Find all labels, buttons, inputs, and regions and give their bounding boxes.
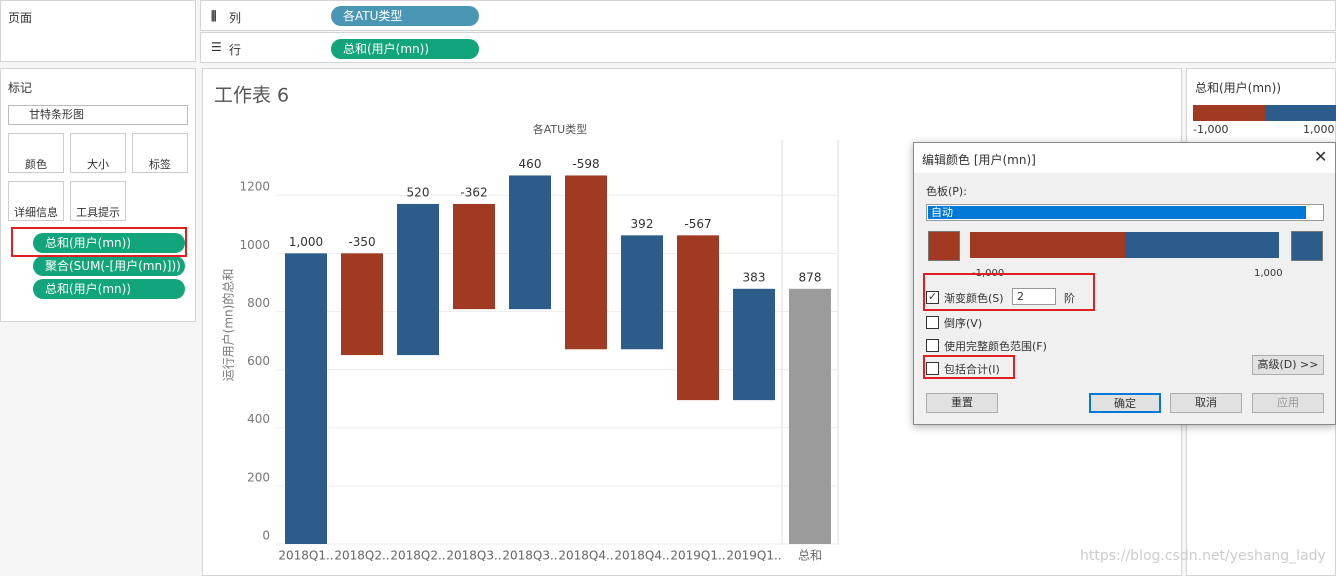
edit-color-dialog: 编辑颜色 [用户(mn)] ✕ 色板(P): 自动 -1,000 1,000 ✓…: [913, 142, 1336, 425]
columns-pill[interactable]: 各ATU类型: [331, 6, 479, 26]
color-button[interactable]: 颜色: [8, 133, 64, 173]
bar: [733, 288, 775, 401]
stepped-checkbox[interactable]: ✓: [926, 290, 939, 304]
color-pill[interactable]: 总和(用户(mn)): [33, 233, 185, 253]
label-button[interactable]: 标签: [132, 133, 188, 173]
bar: [397, 203, 439, 356]
advanced-button[interactable]: 高级(D) >>: [1252, 355, 1324, 375]
highlight-box: [11, 227, 187, 257]
rows-shelf: ☰ 行 总和(用户(mn)): [200, 32, 1336, 63]
steps-input[interactable]: 2: [1012, 288, 1056, 305]
include-totals-label: 包括合计(I): [944, 363, 1000, 376]
highlight-box: [923, 355, 1015, 379]
rows-label: 行: [229, 43, 242, 57]
marks-card: 标记 甘特条形图 颜色 大小 标签 详细信息 工具提示 总和(用户(mn)) 聚…: [0, 68, 196, 322]
data-label: 383: [743, 270, 766, 284]
palette-select[interactable]: 自动: [926, 204, 1324, 221]
bar: [509, 175, 551, 310]
steps-unit: 阶: [1064, 292, 1075, 305]
highlight-box: [923, 273, 1095, 311]
include-totals-checkbox[interactable]: [926, 362, 939, 375]
size-pill[interactable]: 聚合(SUM(-[用户(mn)])): [33, 256, 185, 276]
start-color[interactable]: [928, 231, 960, 261]
x-axis-title: 各ATU类型: [533, 122, 587, 136]
data-label: 520: [407, 185, 430, 199]
full-range-label: 使用完整颜色范围(F): [944, 340, 1047, 353]
data-label: -350: [348, 235, 375, 249]
apply-button[interactable]: 应用: [1252, 393, 1324, 413]
x-tick-label: 2018Q2..: [334, 549, 389, 563]
close-button[interactable]: ✕: [1314, 147, 1328, 166]
columns-shelf: ⫼ 列 各ATU类型: [200, 0, 1336, 31]
reverse-checkbox[interactable]: [926, 316, 939, 329]
x-tick-label: 2018Q3..: [502, 549, 557, 563]
size-button[interactable]: 大小: [70, 133, 126, 173]
stepped-label: 渐变颜色(S): [944, 292, 1004, 305]
y-axis-title: 运行用户(mn)的总和: [221, 269, 236, 382]
data-label: -362: [460, 185, 487, 199]
data-label: 878: [799, 270, 822, 284]
bar: [677, 235, 719, 401]
reverse-label: 倒序(V): [944, 317, 983, 330]
legend-title: 总和(用户(mn)): [1195, 81, 1282, 95]
full-range-checkbox[interactable]: [926, 339, 939, 352]
pages-panel: 页面: [0, 0, 196, 62]
bar: [285, 253, 327, 544]
columns-label: 列: [229, 11, 242, 25]
data-label: -567: [684, 217, 711, 231]
palette-label: 色板(P):: [926, 185, 967, 198]
detail-button[interactable]: 详细信息: [8, 181, 64, 221]
x-tick-label: 2018Q4..: [614, 549, 669, 563]
bar: [621, 235, 663, 350]
legend-min: -1,000: [1193, 123, 1229, 136]
y-tick-label: 400: [247, 412, 270, 426]
mark-type-select[interactable]: 甘特条形图: [8, 105, 188, 125]
label-pill[interactable]: 总和(用户(mn)): [33, 279, 185, 299]
reset-button[interactable]: 重置: [926, 393, 998, 413]
x-tick-label: 总和: [798, 549, 822, 563]
end-color[interactable]: [1291, 231, 1323, 261]
tooltip-button[interactable]: 工具提示: [70, 181, 126, 221]
rows-pill[interactable]: 总和(用户(mn)): [331, 39, 479, 59]
y-tick-label: 1000: [239, 238, 270, 252]
x-tick-label: 2018Q3..: [446, 549, 501, 563]
y-tick-label: 800: [247, 296, 270, 310]
x-tick-label: 2019Q1..: [670, 549, 725, 563]
bar: [565, 175, 607, 350]
x-tick-label: 2018Q1..: [278, 549, 333, 563]
watermark: https://blog.csdn.net/yeshang_lady: [1080, 548, 1326, 564]
chart-title: 工作表 6: [214, 85, 289, 107]
cancel-button[interactable]: 取消: [1170, 393, 1242, 413]
bar: [453, 203, 495, 310]
legend-max: 1,000: [1303, 123, 1335, 136]
total-bar: [789, 288, 831, 544]
x-tick-label: 2018Q4..: [558, 549, 613, 563]
palette-value: 自动: [928, 206, 1306, 219]
y-tick-label: 0: [262, 529, 270, 543]
data-label: 1,000: [289, 235, 323, 249]
dialog-title: 编辑颜色 [用户(mn)]: [922, 153, 1036, 167]
pages-title: 页面: [8, 11, 33, 25]
marks-title: 标记: [8, 81, 33, 95]
bar: [341, 253, 383, 356]
y-tick-label: 200: [247, 470, 270, 484]
y-tick-label: 1200: [239, 180, 270, 194]
data-label: -598: [572, 157, 599, 171]
ok-button[interactable]: 确定: [1089, 393, 1161, 413]
y-tick-label: 600: [247, 354, 270, 368]
x-tick-label: 2018Q2..: [390, 549, 445, 563]
data-label: 392: [631, 217, 654, 231]
data-label: 460: [519, 157, 542, 171]
x-tick-label: 2019Q1..: [726, 549, 781, 563]
range-max: 1,000: [1254, 268, 1283, 279]
